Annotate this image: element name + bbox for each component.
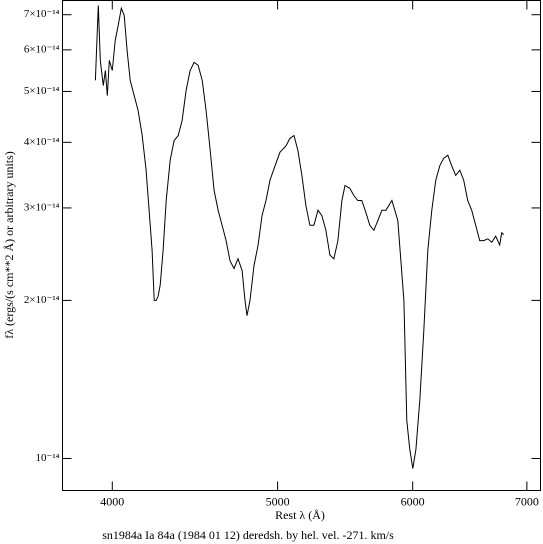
y-tick-label: 3×10⁻¹⁴ <box>24 201 60 213</box>
y-axis-label: fλ (ergs/(s cm**2 Å) or arbitrary units) <box>2 151 16 339</box>
spectrum-line <box>94 5 505 469</box>
y-tick-label: 4×10⁻¹⁴ <box>24 136 60 148</box>
y-tick-label: 2×10⁻¹⁴ <box>24 294 60 306</box>
x-tick-label: 4000 <box>100 494 124 508</box>
y-tick-label: 6×10⁻¹⁴ <box>24 43 60 55</box>
y-tick-label: 5×10⁻¹⁴ <box>24 85 60 97</box>
x-tick-label: 7000 <box>515 494 539 508</box>
y-tick-label: 7×10⁻¹⁴ <box>24 8 60 20</box>
x-tick-label: 5000 <box>266 494 290 508</box>
plot-frame <box>62 0 541 491</box>
chart-title: sn1984a Ia 84a (1984 01 12) deredsh. by … <box>102 528 394 542</box>
y-tick-label: 10⁻¹⁴ <box>36 452 60 464</box>
x-axis-label: Rest λ (Å) <box>275 508 325 522</box>
x-tick-label: 6000 <box>401 494 425 508</box>
